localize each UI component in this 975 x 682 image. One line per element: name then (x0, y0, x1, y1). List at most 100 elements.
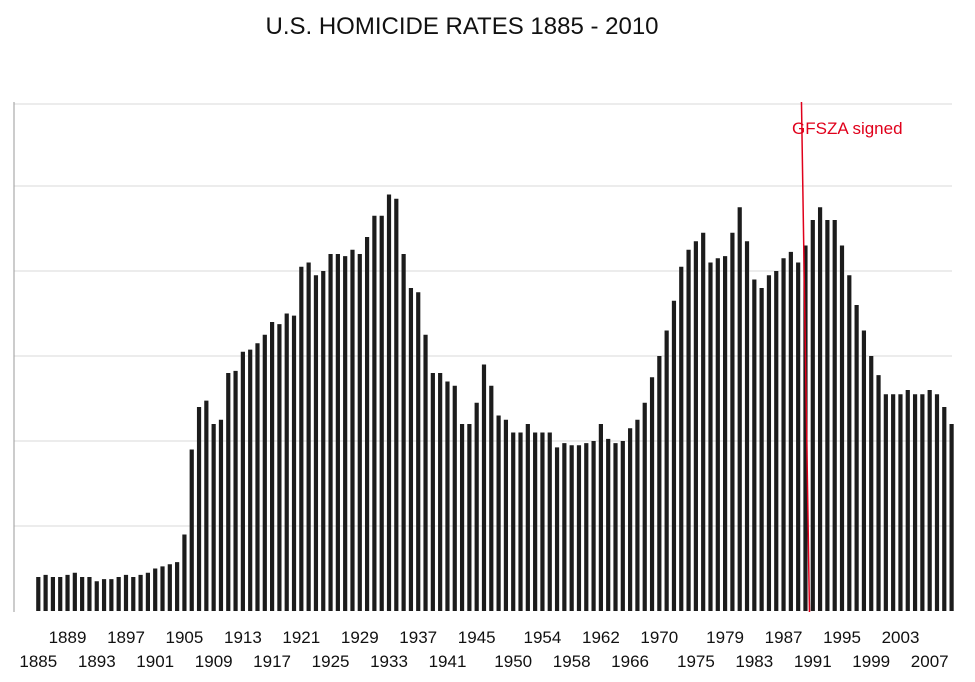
bar-1930 (364, 237, 370, 611)
bar-1892 (87, 577, 92, 611)
bar-1888 (58, 577, 63, 611)
bar-2008 (934, 394, 940, 611)
bar-2009 (942, 407, 947, 611)
bar-1976 (701, 232, 706, 611)
x-tick-label-top: 1987 (765, 628, 803, 647)
bar-1901 (153, 568, 158, 611)
bar-1919 (284, 313, 289, 611)
bar-2002 (891, 394, 896, 611)
bar-1948 (496, 415, 501, 611)
bar-1921 (299, 266, 304, 611)
bar-1889 (65, 574, 70, 612)
bar-1966 (628, 428, 633, 611)
bar-1937 (416, 292, 421, 611)
x-tick-label-bottom: 2007 (911, 652, 949, 671)
x-tick-label-bottom: 1933 (370, 652, 408, 671)
bar-1942 (452, 385, 457, 611)
bar-1914 (248, 349, 253, 612)
x-tick-label-bottom: 1925 (312, 652, 350, 671)
x-tick-label-bottom: 1975 (677, 652, 715, 671)
bar-1908 (204, 400, 209, 612)
bar-2003 (898, 394, 903, 611)
bar-1967 (635, 419, 640, 611)
bar-series (36, 194, 954, 612)
bar-1933 (386, 194, 392, 611)
bar-1983 (752, 279, 757, 611)
bar-1961 (591, 441, 596, 611)
bar-2000 (876, 375, 881, 612)
bar-1953 (533, 432, 538, 611)
bar-1974 (686, 249, 691, 611)
bar-1932 (379, 215, 384, 611)
x-tick-label-bottom: 1991 (794, 652, 832, 671)
bar-1903 (167, 564, 172, 611)
bar-1964 (613, 443, 618, 612)
x-tick-label-bottom: 1950 (494, 652, 532, 671)
bar-1935 (401, 254, 406, 611)
gfsza-annotation: GFSZA signed (792, 119, 903, 138)
bar-1928 (350, 249, 355, 611)
bar-1913 (240, 351, 245, 611)
bar-1929 (357, 254, 362, 611)
x-tick-label-top: 1962 (582, 628, 620, 647)
bar-1969 (649, 377, 655, 611)
x-tick-label-bottom: 1941 (429, 652, 467, 671)
bar-1911 (226, 373, 231, 611)
x-tick-label-top: 1921 (282, 628, 320, 647)
bar-1916 (262, 334, 267, 611)
x-tick-label-top: 1945 (458, 628, 496, 647)
bar-1962 (598, 424, 603, 611)
bar-1949 (503, 419, 509, 611)
x-tick-label-top: 2003 (882, 628, 920, 647)
bar-1990 (803, 245, 808, 611)
bar-1910 (218, 419, 224, 611)
bar-2007 (927, 390, 932, 611)
x-tick-label-bottom: 1917 (253, 652, 291, 671)
bar-1893 (94, 581, 99, 611)
bar-1906 (189, 449, 194, 611)
bar-1936 (408, 288, 414, 611)
x-tick-label-top: 1954 (523, 628, 561, 647)
bar-1997 (854, 305, 859, 611)
bar-1946 (481, 364, 487, 611)
bar-1963 (606, 438, 611, 612)
bar-1902 (160, 566, 165, 612)
x-tick-label-top: 1905 (165, 628, 203, 647)
bar-1981 (737, 207, 742, 611)
bar-1958 (569, 445, 574, 611)
bar-1940 (438, 373, 443, 611)
bar-1939 (430, 373, 435, 611)
bar-1887 (50, 577, 56, 611)
x-tick-label-bottom: 1958 (553, 652, 591, 671)
bar-1960 (584, 443, 589, 612)
chart-title: U.S. HOMICIDE RATES 1885 - 2010 (265, 13, 658, 40)
bar-1977 (708, 262, 713, 611)
bar-1895 (109, 579, 114, 612)
bar-1925 (328, 254, 333, 611)
bar-1904 (175, 562, 180, 611)
bar-1972 (671, 300, 677, 611)
bar-1987 (781, 258, 786, 611)
gridlines (14, 103, 952, 527)
bar-1956 (554, 447, 560, 612)
bar-1988 (788, 251, 793, 611)
bar-1926 (335, 254, 340, 611)
x-tick-label-top: 1889 (49, 628, 87, 647)
x-tick-label-bottom: 1885 (19, 652, 57, 671)
bar-1947 (489, 385, 494, 611)
x-tick-label-bottom: 1901 (136, 652, 174, 671)
x-tick-label-bottom: 1893 (78, 652, 116, 671)
bar-1886 (43, 574, 48, 612)
bar-1950 (511, 432, 516, 611)
x-tick-label-bottom: 1909 (195, 652, 233, 671)
bar-1955 (547, 432, 552, 611)
bar-1970 (657, 356, 662, 611)
bar-1978 (715, 258, 720, 611)
x-tick-labels-bottom: 1885 1893 1901 1909 1917 1925 1933 1941 1950 1958… (19, 652, 948, 671)
bar-1982 (744, 241, 750, 611)
bar-1909 (211, 424, 216, 611)
bar-1965 (620, 441, 625, 611)
bar-1941 (445, 381, 450, 611)
bar-1980 (730, 232, 735, 611)
